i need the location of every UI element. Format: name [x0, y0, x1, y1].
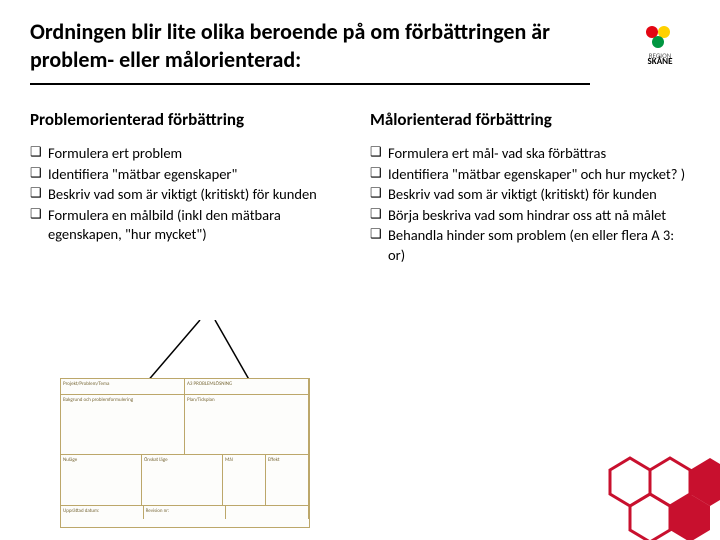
list-item: Formulera ert problem	[30, 144, 350, 164]
form-cell: Upprättad datum:	[61, 506, 144, 519]
a3-form-thumbnail: Projekt/Problem/Tema A3 PROBLEMLÖSNING B…	[60, 378, 310, 528]
form-cell: Projekt/Problem/Tema	[61, 379, 185, 394]
list-item: Formulera en målbild (inkl den mätbara e…	[30, 206, 350, 245]
list-item: Beskriv vad som är viktigt (kritiskt) fö…	[370, 185, 690, 205]
form-cell: Mål	[223, 455, 266, 505]
list-item: Identifiera "mätbar egenskaper"	[30, 165, 350, 185]
list-item: Identifiera "mätbar egenskaper" och hur …	[370, 165, 690, 185]
form-cell: A3 PROBLEMLÖSNING	[185, 379, 309, 394]
form-cell: Effekt	[266, 455, 309, 505]
right-list: Formulera ert mål- vad ska förbättras Id…	[370, 144, 690, 265]
slide-title: Ordningen blir lite olika beroende på om…	[30, 18, 590, 73]
svg-text:SKÅNE: SKÅNE	[648, 55, 674, 64]
left-list: Formulera ert problem Identifiera "mätba…	[30, 144, 350, 245]
form-cell: Önskat läge	[142, 455, 223, 505]
form-cell	[226, 506, 309, 519]
hexagon-decoration	[540, 410, 720, 540]
right-column: Målorienterad förbättring Formulera ert …	[370, 109, 690, 266]
list-item: Formulera ert mål- vad ska förbättras	[370, 144, 690, 164]
list-item: Börja beskriva vad som hindrar oss att n…	[370, 206, 690, 226]
form-cell: Plan/Tidsplan	[185, 395, 309, 454]
form-cell: Nuläge	[61, 455, 142, 505]
list-item: Behandla hinder som problem (en eller fl…	[370, 226, 690, 265]
region-skane-logo: REGION SKÅNE	[630, 20, 690, 69]
right-heading: Målorienterad förbättring	[370, 109, 690, 130]
form-cell: Revision nr:	[144, 506, 227, 519]
left-column: Problemorienterad förbättring Formulera …	[30, 109, 350, 266]
left-heading: Problemorienterad förbättring	[30, 109, 350, 130]
form-cell: Bakgrund och problemformulering	[61, 395, 185, 454]
columns-container: Problemorienterad förbättring Formulera …	[0, 85, 720, 266]
list-item: Beskriv vad som är viktigt (kritiskt) fö…	[30, 185, 350, 205]
